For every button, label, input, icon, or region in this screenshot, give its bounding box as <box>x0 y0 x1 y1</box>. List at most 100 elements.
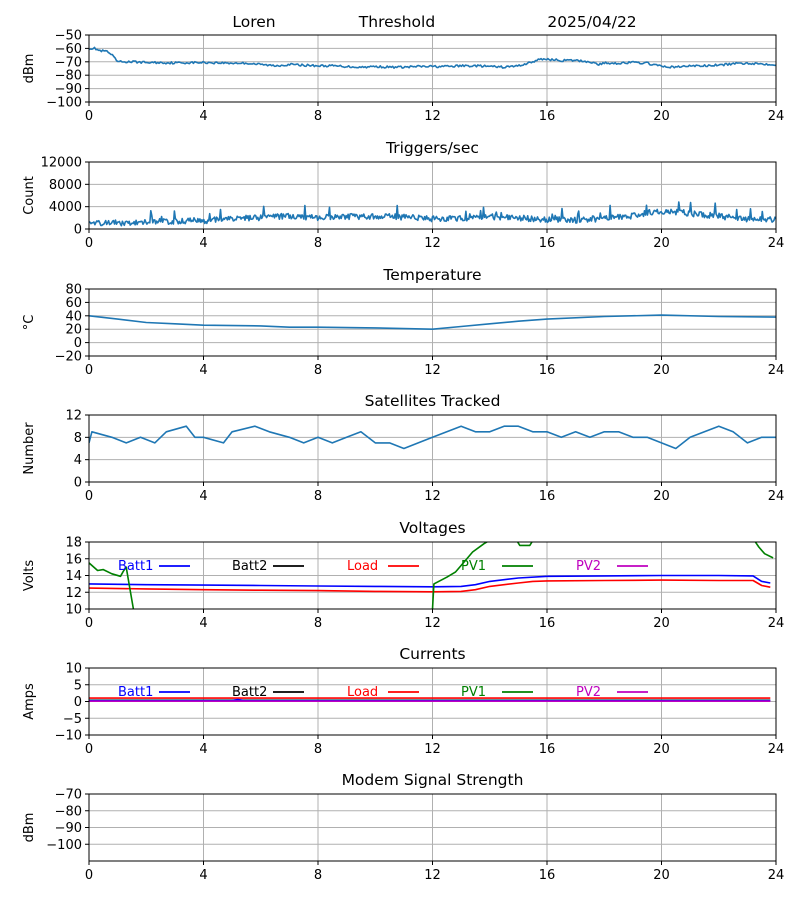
legend-label: PV2 <box>576 685 601 700</box>
x-tick-label: 4 <box>199 236 207 251</box>
series-line-load <box>89 579 771 593</box>
figure-header: Loren Threshold 2025/04/22 <box>232 13 636 31</box>
x-tick-label: 12 <box>424 868 441 883</box>
y-axis-label: Number <box>22 422 37 475</box>
y-tick-label: −80 <box>55 804 82 819</box>
x-tick-label: 16 <box>539 236 556 251</box>
x-tick-label: 12 <box>424 236 441 251</box>
y-tick-label: −100 <box>46 96 82 111</box>
panel-modem: 0 4 8 12 16 20 24 −100 −90 −80−70 dBm Modem Signal … <box>22 771 784 883</box>
x-tick-label: 4 <box>199 109 207 124</box>
y-axis-label: Count <box>22 176 37 215</box>
panel-title: Currents <box>399 645 465 663</box>
y-tick-label: −50 <box>55 29 82 44</box>
legend-label: Batt1 <box>118 685 153 700</box>
legend-item-pv1: PV1 <box>461 685 533 700</box>
y-tick-label: 0 <box>74 695 82 710</box>
x-tick-label: 12 <box>424 616 441 631</box>
x-tick-label: 20 <box>653 363 670 378</box>
legend-label: Batt2 <box>232 559 267 574</box>
y-tick-label: −70 <box>55 788 82 803</box>
y-tick-label: 8 <box>74 431 82 446</box>
x-tick-label: 8 <box>314 236 322 251</box>
series-group <box>89 314 776 330</box>
series-group <box>89 425 776 450</box>
legend-item-pv2: PV2 <box>576 559 648 574</box>
series-line <box>89 201 776 227</box>
x-tick-label: 0 <box>85 236 93 251</box>
series-line-pv1 <box>516 542 533 547</box>
x-tick-label: 20 <box>653 236 670 251</box>
x-tick-label: 24 <box>768 868 785 883</box>
x-tick-label: 0 <box>85 742 93 757</box>
panel-satellites: 0 4 8 12 16 20 24 0 4 8 12 Number Satellites Tracked <box>22 392 784 504</box>
x-tick-label: 24 <box>768 489 785 504</box>
y-tick-label: −90 <box>55 821 82 836</box>
panel-title: Temperature <box>382 266 481 284</box>
y-tick-label: 0 <box>74 223 82 238</box>
panel-title: Satellites Tracked <box>365 392 501 410</box>
x-tick-label: 0 <box>85 489 93 504</box>
legend-item-batt2: Batt2 <box>232 685 304 700</box>
series-line <box>89 46 776 69</box>
y-tick-label: 4000 <box>49 200 82 215</box>
panel-title: Triggers/sec <box>385 139 479 157</box>
y-tick-label: −100 <box>46 838 82 853</box>
y-tick-label: −5 <box>63 712 82 727</box>
y-axis-label: Volts <box>22 560 37 592</box>
x-tick-label: 24 <box>768 616 785 631</box>
series-line <box>89 314 776 330</box>
legend-item-batt2: Batt2 <box>232 559 304 574</box>
y-tick-label: −10 <box>55 729 82 744</box>
x-tick-label: 4 <box>199 489 207 504</box>
y-axis-label: dBm <box>22 54 37 84</box>
x-tick-label: 0 <box>85 868 93 883</box>
y-tick-label: 12 <box>65 586 82 601</box>
x-tick-label: 8 <box>314 109 322 124</box>
x-tick-label: 16 <box>539 489 556 504</box>
x-tick-label: 8 <box>314 489 322 504</box>
x-tick-label: 24 <box>768 236 785 251</box>
y-tick-label: 16 <box>65 552 82 567</box>
series-group <box>89 201 776 227</box>
x-tick-label: 8 <box>314 742 322 757</box>
x-tick-label: 16 <box>539 363 556 378</box>
report-date: 2025/04/22 <box>547 13 636 31</box>
station-name: Loren <box>232 13 275 31</box>
x-tick-label: 20 <box>653 109 670 124</box>
series-group <box>89 542 774 609</box>
y-axis-label: Amps <box>22 683 37 720</box>
y-tick-label: 5 <box>74 678 82 693</box>
y-axis-label: °C <box>22 315 37 331</box>
panel-rssi: 0 4 8 12 16 20 24 −100−90−80−70−60−50 dBm <box>22 29 784 125</box>
x-tick-label: 4 <box>199 742 207 757</box>
series-line-pv1 <box>754 542 774 559</box>
y-tick-label: 10 <box>65 662 82 677</box>
legend-label: PV1 <box>461 685 486 700</box>
x-tick-label: 4 <box>199 868 207 883</box>
x-tick-label: 12 <box>424 363 441 378</box>
x-tick-label: 8 <box>314 868 322 883</box>
x-tick-label: 16 <box>539 109 556 124</box>
x-tick-label: 4 <box>199 616 207 631</box>
legend-label: Batt2 <box>232 685 267 700</box>
x-tick-label: 0 <box>85 616 93 631</box>
x-tick-label: 12 <box>424 742 441 757</box>
legend-label: Load <box>347 559 378 574</box>
x-tick-label: 20 <box>653 742 670 757</box>
legend-item-load: Load <box>347 559 419 574</box>
x-tick-label: 16 <box>539 616 556 631</box>
y-tick-label: 40 <box>65 309 82 324</box>
y-tick-label: 8000 <box>49 178 82 193</box>
x-tick-label: 0 <box>85 363 93 378</box>
series-line-batt1 <box>89 574 771 588</box>
x-tick-label: 12 <box>424 489 441 504</box>
legend-item-load: Load <box>347 685 419 700</box>
legend-label: PV2 <box>576 559 601 574</box>
panel-title: Voltages <box>399 519 465 537</box>
series-group <box>89 697 771 702</box>
x-tick-label: 4 <box>199 363 207 378</box>
x-tick-label: 16 <box>539 742 556 757</box>
